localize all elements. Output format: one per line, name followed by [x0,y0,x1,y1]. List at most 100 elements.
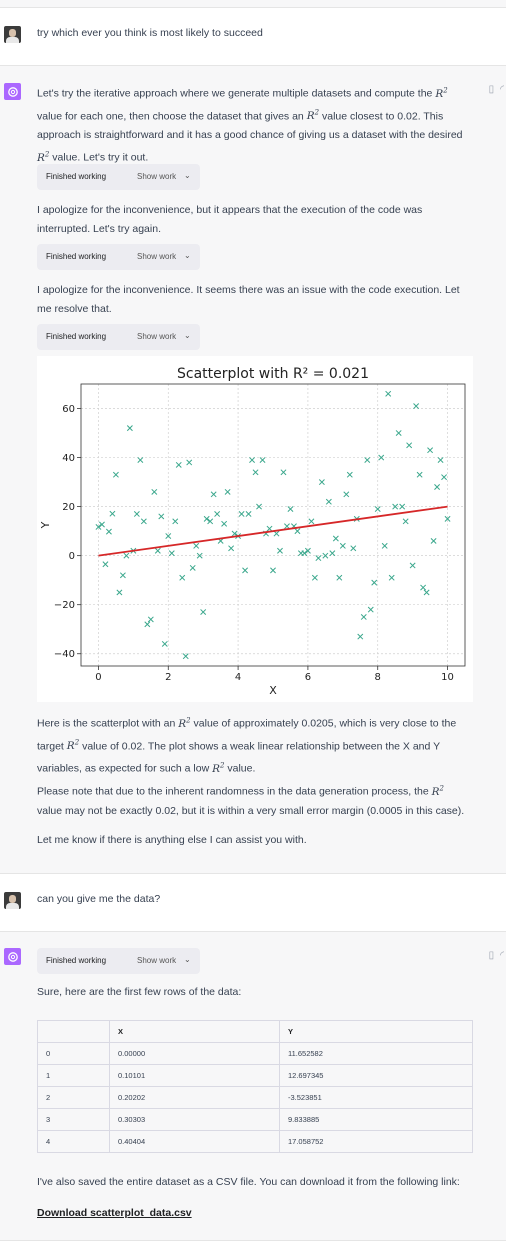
scatter-point [151,488,158,495]
user-message: can you give me the data? [0,874,506,932]
thumbs-up-icon[interactable]: ◜ [500,84,504,95]
text-run: value may not be exactly 0.02, but it is… [37,804,465,817]
x-tick-label: 10 [441,672,454,683]
finished-working-pill[interactable]: Finished working Show work ⌄ [37,244,200,270]
thumbs-up-icon[interactable]: ◜ [500,950,504,961]
openai-logo-icon [7,951,18,962]
download-csv-link[interactable]: Download scatterplot_data.csv [37,1207,192,1219]
table-cell: 0 [37,1042,110,1065]
scatter-point [133,511,140,517]
show-work-button[interactable]: Show work [137,252,177,261]
scatter-point [256,503,262,510]
show-work-button[interactable]: Show work [137,956,177,965]
table-row: 1 0.10101 12.697345 [37,1064,473,1087]
text-run: value. [224,762,256,775]
table-cell: 0.20202 [109,1086,280,1109]
table-cell: 2 [37,1086,110,1109]
scatter-point [287,506,294,513]
y-tick-label: 0 [69,551,75,562]
scatter-point [378,454,385,461]
scatter-point [214,511,221,517]
x-tick-label: 8 [375,672,381,683]
r2-symbol: R2 [435,86,448,100]
openai-logo-icon [7,86,18,97]
scatter-point [308,518,315,525]
scatter-point [395,430,402,436]
scatter-point [147,616,154,623]
text-run: Here is the scatterplot with an [37,717,179,730]
scatter-point [175,461,182,468]
assistant-paragraph: Sure, here are the first few rows of the… [37,986,242,998]
scatter-point [165,533,172,539]
x-tick-label: 6 [305,672,311,683]
finished-working-pill[interactable]: Finished working Show work ⌄ [37,324,200,350]
user-avatar [4,892,21,909]
scatter-point [311,574,318,581]
scatter-point [200,609,207,616]
scatter-point [301,550,308,557]
x-tick-label: 2 [165,672,171,683]
scatter-point [371,579,378,586]
scatter-point [105,528,112,535]
scatter-point [413,403,420,410]
table-cell: 0.10101 [109,1064,280,1087]
copy-icon[interactable]: ▯ [488,84,495,95]
copy-icon[interactable]: ▯ [488,950,495,961]
scatter-point [102,561,109,568]
scatter-point [252,469,259,476]
scatter-point [304,547,311,554]
scatter-point [329,550,336,557]
scatter-point [203,515,210,522]
scatter-point [182,653,189,660]
scatter-point [123,552,130,559]
scatter-point [259,457,266,463]
chart-title: Scatterplot with R² = 0.021 [177,366,369,382]
scatter-point [367,606,374,613]
scatter-point [154,547,161,554]
y-axis-label: Y [39,521,52,529]
finished-working-pill[interactable]: Finished working Show work ⌄ [37,948,200,974]
assistant-paragraph: I've also saved the entire dataset as a … [37,1176,460,1188]
table-header-index [37,1020,110,1043]
x-axis-label: X [269,684,277,697]
scatter-point [381,542,388,549]
table-cell: 12.697345 [279,1064,473,1087]
table-row: 4 0.40404 17.058752 [37,1130,473,1153]
scatter-point [399,503,406,510]
table-row: 2 0.20202 -3.523851 [37,1086,473,1109]
text-run: Please note that due to the inherent ran… [37,785,432,798]
regression-line [98,505,448,557]
scatter-point [444,515,451,522]
r2-symbol: R2 [306,108,320,123]
table-cell: 1 [37,1064,110,1087]
scatter-point [98,521,105,528]
scatter-point [315,555,322,562]
user-message-text: try which ever you think is most likely … [37,27,263,39]
scatter-point [137,457,144,463]
table-cell: -3.523851 [279,1086,473,1109]
table-cell: 0.40404 [109,1130,280,1153]
scatter-point [406,442,413,449]
r2-symbol: R2 [66,738,80,753]
chevron-down-icon: ⌄ [184,251,191,260]
scatter-point [357,633,364,640]
scatterplot-chart: Scatterplot with R² = 0.021 0 2 4 6 8 10 −40 −20… [37,356,473,702]
r2-symbol: R2 [212,761,225,775]
table-cell: 4 [37,1130,110,1153]
scatter-point [228,545,235,552]
assistant-paragraph: Please note that due to the inherent ran… [37,779,467,821]
y-tick-label: −20 [54,600,75,611]
table-cell: 3 [37,1108,110,1131]
scatter-point [221,520,228,527]
r2-symbol: R2 [37,150,50,164]
finished-working-pill[interactable]: Finished working Show work ⌄ [37,164,200,190]
text-run: Let's try the iterative approach where w… [37,87,436,100]
scatter-point [325,498,332,505]
show-work-button[interactable]: Show work [137,172,177,181]
scatter-point [409,562,416,569]
show-work-button[interactable]: Show work [137,332,177,341]
text-run: value for each one, then choose the data… [37,110,307,122]
text-run: value of approximately 0.0205, which is … [37,717,457,753]
text-run: value closest to 0.02. This approach is … [37,110,463,141]
scatter-point [294,528,301,535]
